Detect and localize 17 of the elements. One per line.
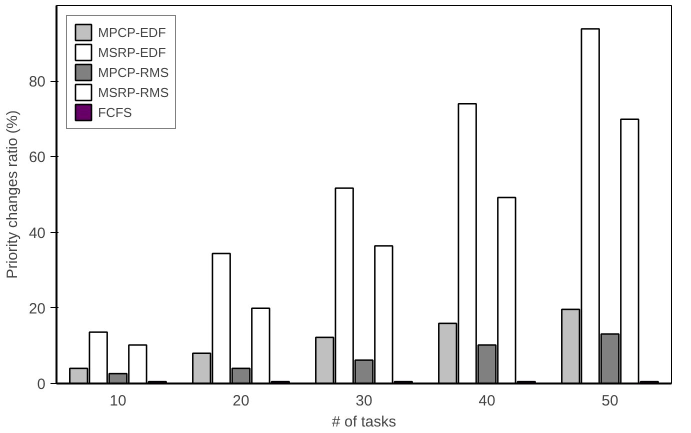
legend-label: FCFS [98,104,132,120]
y-tick-label: 60 [28,149,46,166]
y-tick-label: 0 [37,376,46,393]
x-tick-label: 30 [356,392,372,410]
y-tick-label: 80 [28,74,46,91]
y-axis-title: Priority changes ratio (%) [4,110,21,279]
x-axis-title: # of tasks [332,414,396,430]
legend-label: MSRP-RMS [98,84,169,100]
y-tick-label: 20 [28,300,46,318]
legend-label: MPCP-EDF [98,24,166,40]
x-tick-label: 50 [602,392,618,410]
y-tick-label: 40 [28,224,46,242]
x-tick-label: 20 [232,392,250,410]
legend-label: MPCP-RMS [98,64,169,80]
x-tick-label: 40 [478,392,496,410]
legend-label: MSRP-EDF [98,44,166,60]
x-tick-label: 10 [110,392,126,410]
